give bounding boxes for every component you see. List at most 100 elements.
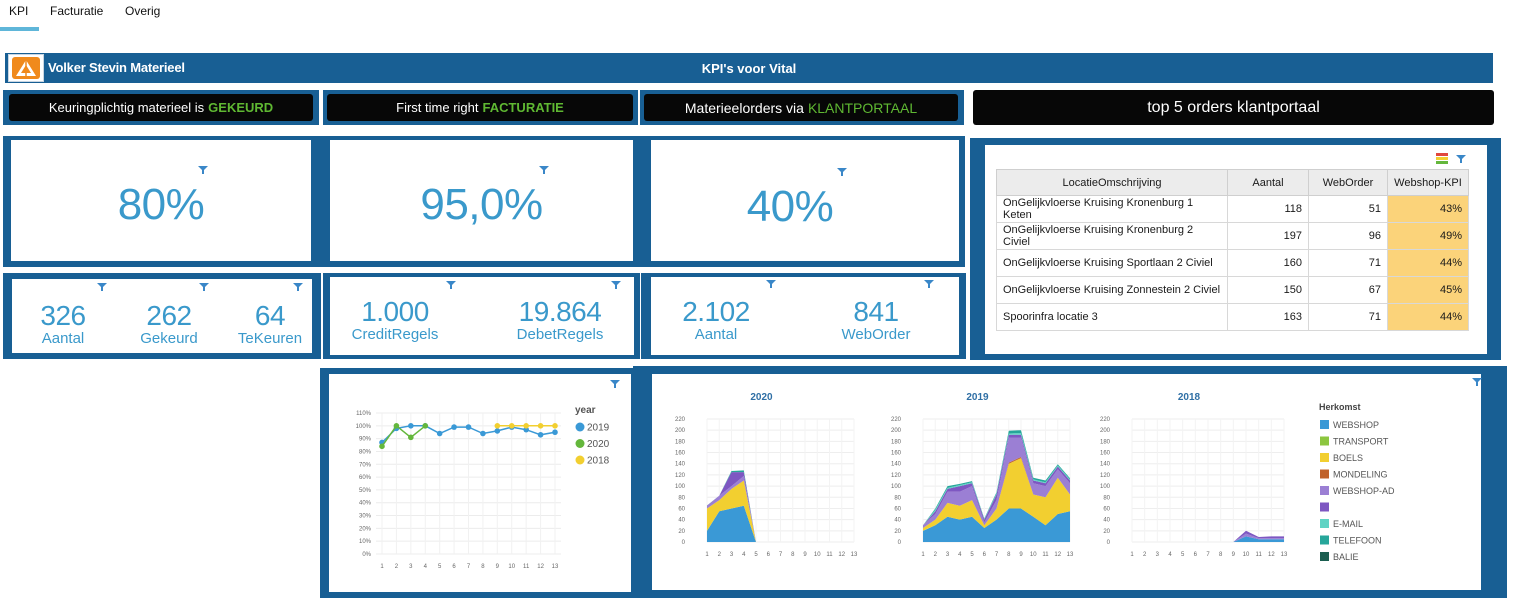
- data-point-2018: [537, 423, 544, 429]
- x-tick-label: 1: [921, 552, 925, 558]
- legend-swatch: [1320, 519, 1329, 528]
- area-series-BOELS: [707, 480, 854, 542]
- conditional-format-icon[interactable]: [1436, 153, 1448, 164]
- data-point-2019: [408, 423, 414, 429]
- y-tick-label: 80: [894, 495, 901, 501]
- x-tick-label: 12: [838, 552, 845, 558]
- x-tick-label: 3: [946, 552, 950, 558]
- legend-label: TRANSPORT: [1333, 437, 1389, 447]
- tab-overig[interactable]: Overig: [125, 4, 161, 18]
- section-text: First time right: [396, 100, 479, 115]
- kpi-item-value: 326: [40, 300, 86, 331]
- x-tick-label: 10: [508, 564, 515, 570]
- data-point-2020: [393, 423, 400, 429]
- column-header[interactable]: Aantal: [1227, 169, 1309, 196]
- cell-weborder: 67: [1308, 276, 1388, 304]
- page-title: KPI's voor Vital: [701, 61, 797, 76]
- x-tick-label: 12: [537, 564, 544, 570]
- x-tick-label: 13: [1067, 552, 1074, 558]
- y-tick-label: 60: [678, 506, 685, 512]
- kpi-item-debetregels: 19.864 DebetRegels: [512, 297, 608, 343]
- filter-icon[interactable]: [766, 280, 776, 288]
- x-tick-label: 11: [1042, 552, 1049, 558]
- filter-icon[interactable]: [293, 283, 303, 291]
- y-tick-label: 100: [891, 484, 902, 490]
- filter-icon[interactable]: [1472, 378, 1482, 386]
- kpi-item-value: 2.102: [682, 296, 750, 327]
- cell-location: Spoorinfra locatie 3: [996, 303, 1228, 331]
- y-tick-label: 140: [1100, 462, 1111, 468]
- x-tick-label: 8: [1219, 552, 1223, 558]
- y-tick-label: 120: [891, 473, 902, 479]
- column-header[interactable]: Webshop-KPI: [1387, 169, 1469, 196]
- section-highlight: GEKEURD: [208, 100, 274, 115]
- kpi-card-keuring: 80%: [11, 140, 311, 261]
- y-tick-label: 100%: [356, 424, 372, 430]
- filter-icon[interactable]: [97, 283, 107, 291]
- filter-icon[interactable]: [611, 281, 621, 289]
- table-row[interactable]: OnGelijkvloerse Kruising Kronenburg 2 Ci…: [996, 222, 1469, 250]
- data-point-2019: [494, 428, 501, 434]
- x-tick-label: 9: [1232, 552, 1236, 558]
- y-tick-label: 40: [678, 518, 685, 524]
- line-chart-card: 0% 10% 20% 30% 40% 50% 60% 70% 80% 90% 100% 110% 1 2 3…: [329, 374, 631, 592]
- panel-title: 2020: [750, 392, 773, 403]
- kpi-item-label: DebetRegels: [516, 326, 604, 343]
- filter-icon[interactable]: [198, 166, 208, 174]
- table-row[interactable]: OnGelijkvloerse Kruising Zonnestein 2 Ci…: [996, 276, 1469, 304]
- y-tick-label: 120: [1100, 473, 1111, 479]
- filter-icon[interactable]: [1456, 155, 1466, 163]
- y-tick-label: 80%: [359, 449, 372, 455]
- filter-icon[interactable]: [610, 380, 620, 388]
- kpi-item-value: 841: [853, 296, 899, 327]
- filter-icon[interactable]: [924, 280, 934, 288]
- tab-facturatie[interactable]: Facturatie: [50, 4, 104, 18]
- x-tick-label: 12: [1268, 552, 1275, 558]
- filter-icon[interactable]: [446, 281, 456, 289]
- cell-webshop-kpi: 44%: [1387, 249, 1469, 277]
- tab-kpi[interactable]: KPI: [9, 4, 29, 18]
- legend-swatch: [575, 439, 585, 448]
- column-header[interactable]: WebOrder: [1308, 169, 1388, 196]
- filter-icon[interactable]: [837, 168, 847, 176]
- y-tick-label: 140: [891, 462, 902, 468]
- kpi-item-label: Aantal: [41, 330, 85, 347]
- kpi-value: 40%: [746, 182, 834, 231]
- data-point-2018: [494, 423, 501, 429]
- y-tick-label: 200: [891, 428, 902, 434]
- company-name: Volker Stevin Materieel: [48, 60, 185, 75]
- x-tick-label: 10: [1030, 552, 1037, 558]
- table-row[interactable]: OnGelijkvloerse Kruising Kronenburg 1 Ke…: [996, 195, 1469, 223]
- legend-label: E-MAIL: [1333, 519, 1363, 529]
- x-tick-label: 1: [380, 564, 384, 570]
- legend-label: WEBSHOP: [1333, 420, 1379, 430]
- y-tick-label: 110%: [356, 411, 372, 417]
- table-row[interactable]: OnGelijkvloerse Kruising Sportlaan 2 Civ…: [996, 249, 1469, 277]
- kpi-item-aantal: 326 Aantal: [32, 301, 94, 347]
- x-tick-label: 12: [1054, 552, 1061, 558]
- filter-icon[interactable]: [539, 166, 549, 174]
- data-point-2020: [379, 443, 385, 450]
- cell-location: OnGelijkvloerse Kruising Kronenburg 1 Ke…: [996, 195, 1228, 223]
- x-tick-label: 3: [409, 564, 413, 570]
- detail-card-klantportaal: 2.102 Aantal 841 WebOrder: [651, 277, 959, 355]
- data-point-2019: [480, 430, 486, 437]
- area-series-unnamed: [1132, 530, 1284, 542]
- table-row[interactable]: Spoorinfra locatie 3 163 71 44%: [996, 303, 1469, 331]
- kpi-item-label: TeKeuren: [237, 330, 303, 347]
- x-tick-label: 6: [1194, 552, 1198, 558]
- kpi-value: 95,0%: [420, 180, 543, 229]
- y-tick-label: 200: [675, 428, 686, 434]
- cell-webshop-kpi: 45%: [1387, 276, 1469, 304]
- y-tick-label: 220: [675, 417, 686, 423]
- x-tick-label: 13: [1281, 552, 1288, 558]
- x-tick-label: 5: [1181, 552, 1185, 558]
- data-point-2019: [537, 431, 544, 438]
- x-tick-label: 9: [803, 552, 807, 558]
- column-header[interactable]: LocatieOmschrijving: [996, 169, 1228, 196]
- x-tick-label: 10: [814, 552, 821, 558]
- kpi-item-value: 19.864: [518, 296, 602, 327]
- filter-icon[interactable]: [199, 283, 209, 291]
- x-tick-label: 5: [970, 552, 974, 558]
- legend-label: 2019: [587, 423, 610, 434]
